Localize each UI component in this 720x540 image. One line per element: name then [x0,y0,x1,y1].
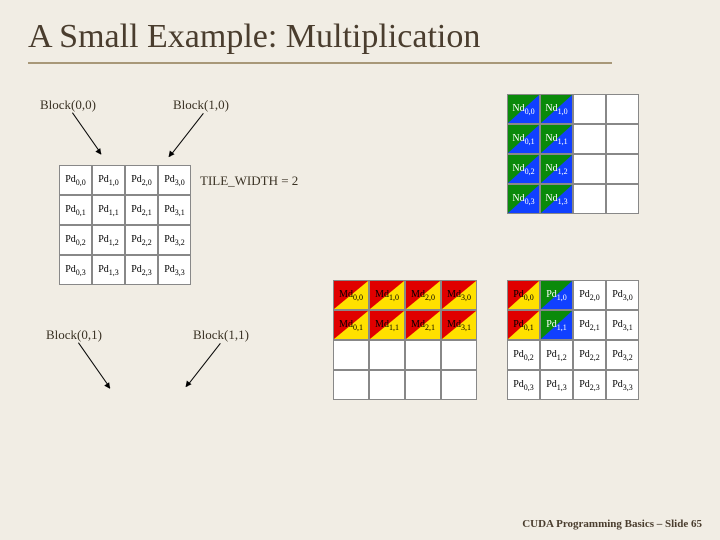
matrix-cell: Pd1,0 [92,165,125,195]
matrix-cell: Pd2,0 [125,165,158,195]
matrix-cell [333,370,369,400]
matrix-cell: Pd0,1 [507,310,540,340]
arrow [78,342,110,388]
matrix-cell: Pd1,2 [540,340,573,370]
matrix-cell: Nd1,0 [540,94,573,124]
matrix-cell: Pd2,3 [573,370,606,400]
matrix-cell: Md3,1 [441,310,477,340]
label-block-00: Block(0,0) [40,97,96,113]
label-block-10: Block(1,0) [173,97,229,113]
slide-footer: CUDA Programming Basics – Slide 65 [522,518,702,530]
title-underline [28,62,612,64]
matrix-cell: Pd2,2 [573,340,606,370]
matrix-cell: Pd3,3 [158,255,191,285]
arrow [169,113,204,157]
matrix-cell: Pd2,1 [125,195,158,225]
matrix-cell: Pd0,2 [507,340,540,370]
matrix-cell: Pd0,1 [59,195,92,225]
matrix-cell [441,370,477,400]
matrix-cell: Pd1,3 [92,255,125,285]
matrix-cell: Md0,1 [333,310,369,340]
grid-pd-right: Pd0,0Pd1,0Pd2,0Pd3,0 Pd0,1Pd1,1Pd2,1Pd3,1… [507,280,639,400]
matrix-cell: Pd3,2 [606,340,639,370]
matrix-cell: Nd1,3 [540,184,573,214]
matrix-cell [573,154,606,184]
matrix-cell: Pd3,0 [158,165,191,195]
matrix-cell: Md2,0 [405,280,441,310]
grid-md-mid: Md0,0Md1,0Md2,0Md3,0 Md0,1Md1,1Md2,1Md3,1 [333,280,477,400]
label-block-01: Block(0,1) [46,327,102,343]
matrix-cell: Pd3,1 [606,310,639,340]
matrix-cell: Pd1,0 [540,280,573,310]
arrow [72,112,101,154]
matrix-cell: Pd3,2 [158,225,191,255]
matrix-cell: Pd0,0 [59,165,92,195]
matrix-cell [405,370,441,400]
matrix-cell: Nd0,2 [507,154,540,184]
slide-title: A Small Example: Multiplication [28,18,480,56]
matrix-cell [606,154,639,184]
matrix-cell [573,94,606,124]
matrix-cell: Pd2,0 [573,280,606,310]
matrix-cell: Md1,1 [369,310,405,340]
matrix-cell: Pd0,3 [507,370,540,400]
matrix-cell: Pd2,3 [125,255,158,285]
matrix-cell [441,340,477,370]
matrix-cell: Md3,0 [441,280,477,310]
matrix-cell: Pd0,3 [59,255,92,285]
grid-nd-right: Nd0,0Nd1,0Nd0,1Nd1,1Nd0,2Nd1,2Nd0,3Nd1,3 [507,94,639,214]
matrix-cell: Pd3,1 [158,195,191,225]
matrix-cell [369,340,405,370]
matrix-cell: Pd2,2 [125,225,158,255]
matrix-cell [333,340,369,370]
matrix-cell [606,94,639,124]
matrix-cell [369,370,405,400]
matrix-cell: Pd3,0 [606,280,639,310]
matrix-cell [573,184,606,214]
matrix-cell: Md1,0 [369,280,405,310]
matrix-cell: Nd0,3 [507,184,540,214]
matrix-cell: Pd3,3 [606,370,639,400]
matrix-cell: Pd1,3 [540,370,573,400]
arrow [186,343,221,387]
matrix-cell: Pd1,1 [540,310,573,340]
matrix-cell: Nd0,0 [507,94,540,124]
tile-width-label: TILE_WIDTH = 2 [200,173,298,189]
grid-pd-left: Pd0,0Pd1,0Pd2,0Pd3,0 Pd0,1Pd1,1Pd2,1Pd3,1… [59,165,191,285]
label-block-11: Block(1,1) [193,327,249,343]
matrix-cell [573,124,606,154]
matrix-cell [606,184,639,214]
matrix-cell: Nd1,1 [540,124,573,154]
matrix-cell: Md0,0 [333,280,369,310]
matrix-cell: Nd0,1 [507,124,540,154]
matrix-cell: Pd1,2 [92,225,125,255]
matrix-cell: Pd0,0 [507,280,540,310]
matrix-cell [606,124,639,154]
matrix-cell: Pd0,2 [59,225,92,255]
matrix-cell: Nd1,2 [540,154,573,184]
matrix-cell [405,340,441,370]
matrix-cell: Md2,1 [405,310,441,340]
matrix-cell: Pd2,1 [573,310,606,340]
matrix-cell: Pd1,1 [92,195,125,225]
